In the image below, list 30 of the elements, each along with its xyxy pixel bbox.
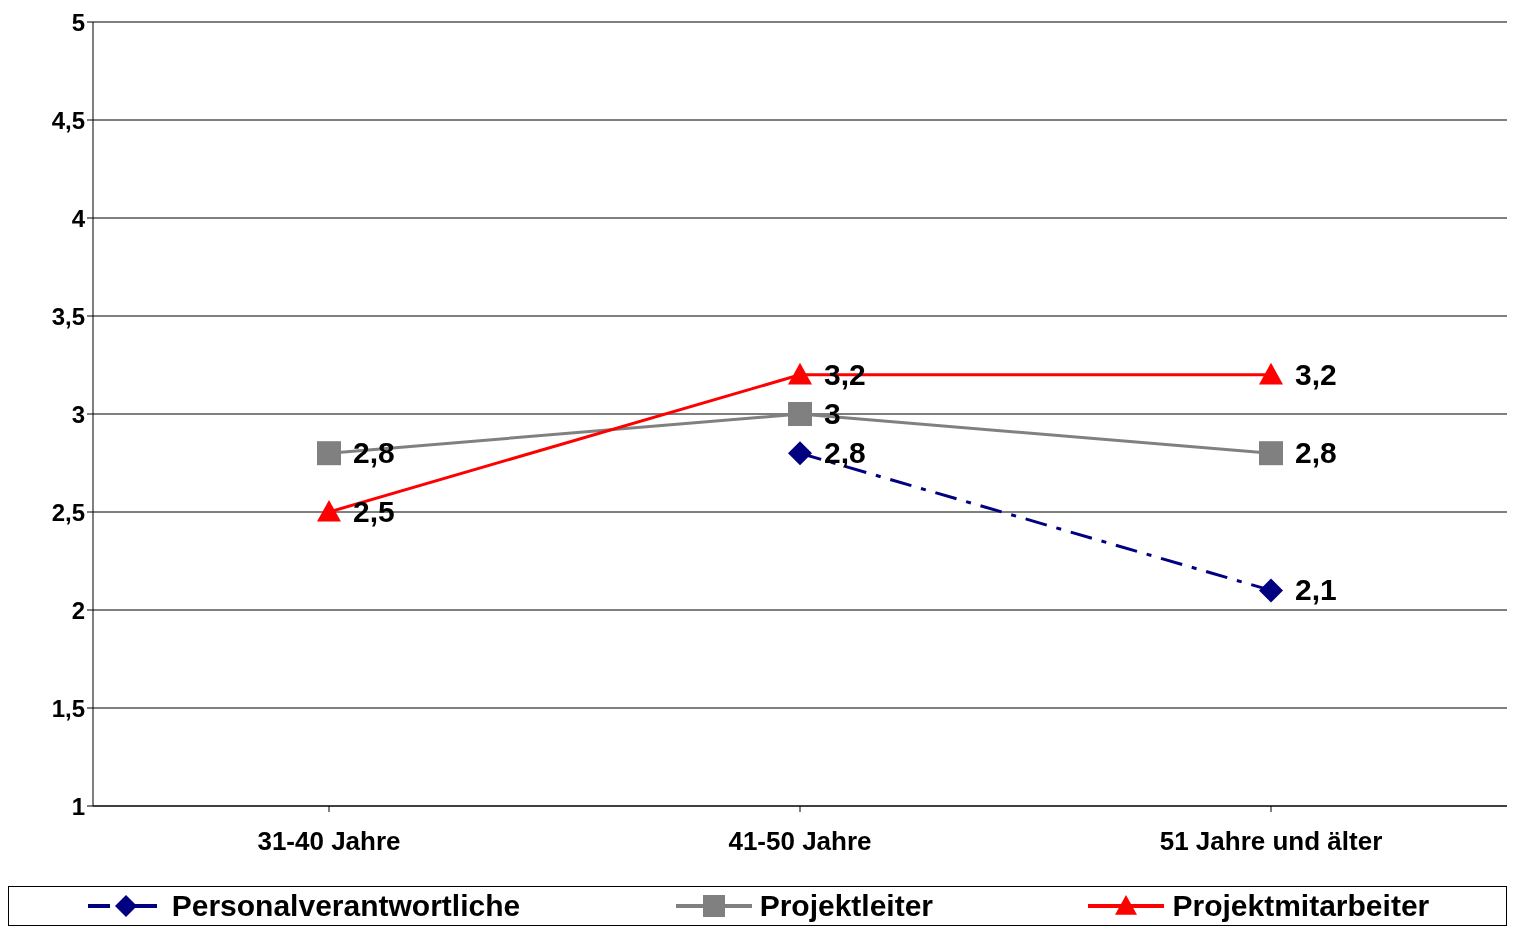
point bbox=[788, 362, 812, 385]
legend-label: Projektleiter bbox=[759, 889, 934, 923]
legend-label: Projektmitarbeiter bbox=[1172, 889, 1430, 923]
y-tick-label: 5 bbox=[71, 8, 85, 36]
y-tick-label: 3,5 bbox=[51, 302, 85, 330]
data-label: 2,8 bbox=[824, 436, 866, 470]
legend-label: Personalverantwortliche bbox=[171, 889, 521, 923]
point bbox=[1259, 578, 1283, 603]
point bbox=[788, 441, 812, 466]
data-label: 2,8 bbox=[1295, 436, 1337, 470]
data-label: 2,1 bbox=[1295, 573, 1337, 607]
x-tick-label: 41-50 Jahre bbox=[728, 826, 872, 857]
y-tick-label: 3 bbox=[71, 400, 85, 428]
y-tick-label: 2,5 bbox=[51, 498, 85, 526]
y-tick-label: 2 bbox=[71, 596, 85, 624]
point bbox=[788, 402, 812, 426]
y-tick-label: 1,5 bbox=[51, 694, 85, 722]
data-label: 2,5 bbox=[353, 495, 395, 528]
data-label: 2,8 bbox=[353, 436, 395, 470]
point bbox=[1259, 362, 1283, 385]
x-tick-label: 51 Jahre und älter bbox=[1159, 826, 1383, 857]
data-label: 3 bbox=[824, 397, 841, 430]
y-tick-label: 1 bbox=[71, 792, 85, 820]
point bbox=[317, 441, 341, 466]
point bbox=[317, 500, 341, 522]
x-tick-label: 31-40 Jahre bbox=[257, 826, 401, 857]
y-tick-label: 4 bbox=[71, 204, 86, 232]
y-tick-label: 4,5 bbox=[51, 106, 85, 134]
point bbox=[1259, 441, 1283, 466]
data-label: 3,2 bbox=[1295, 357, 1337, 391]
